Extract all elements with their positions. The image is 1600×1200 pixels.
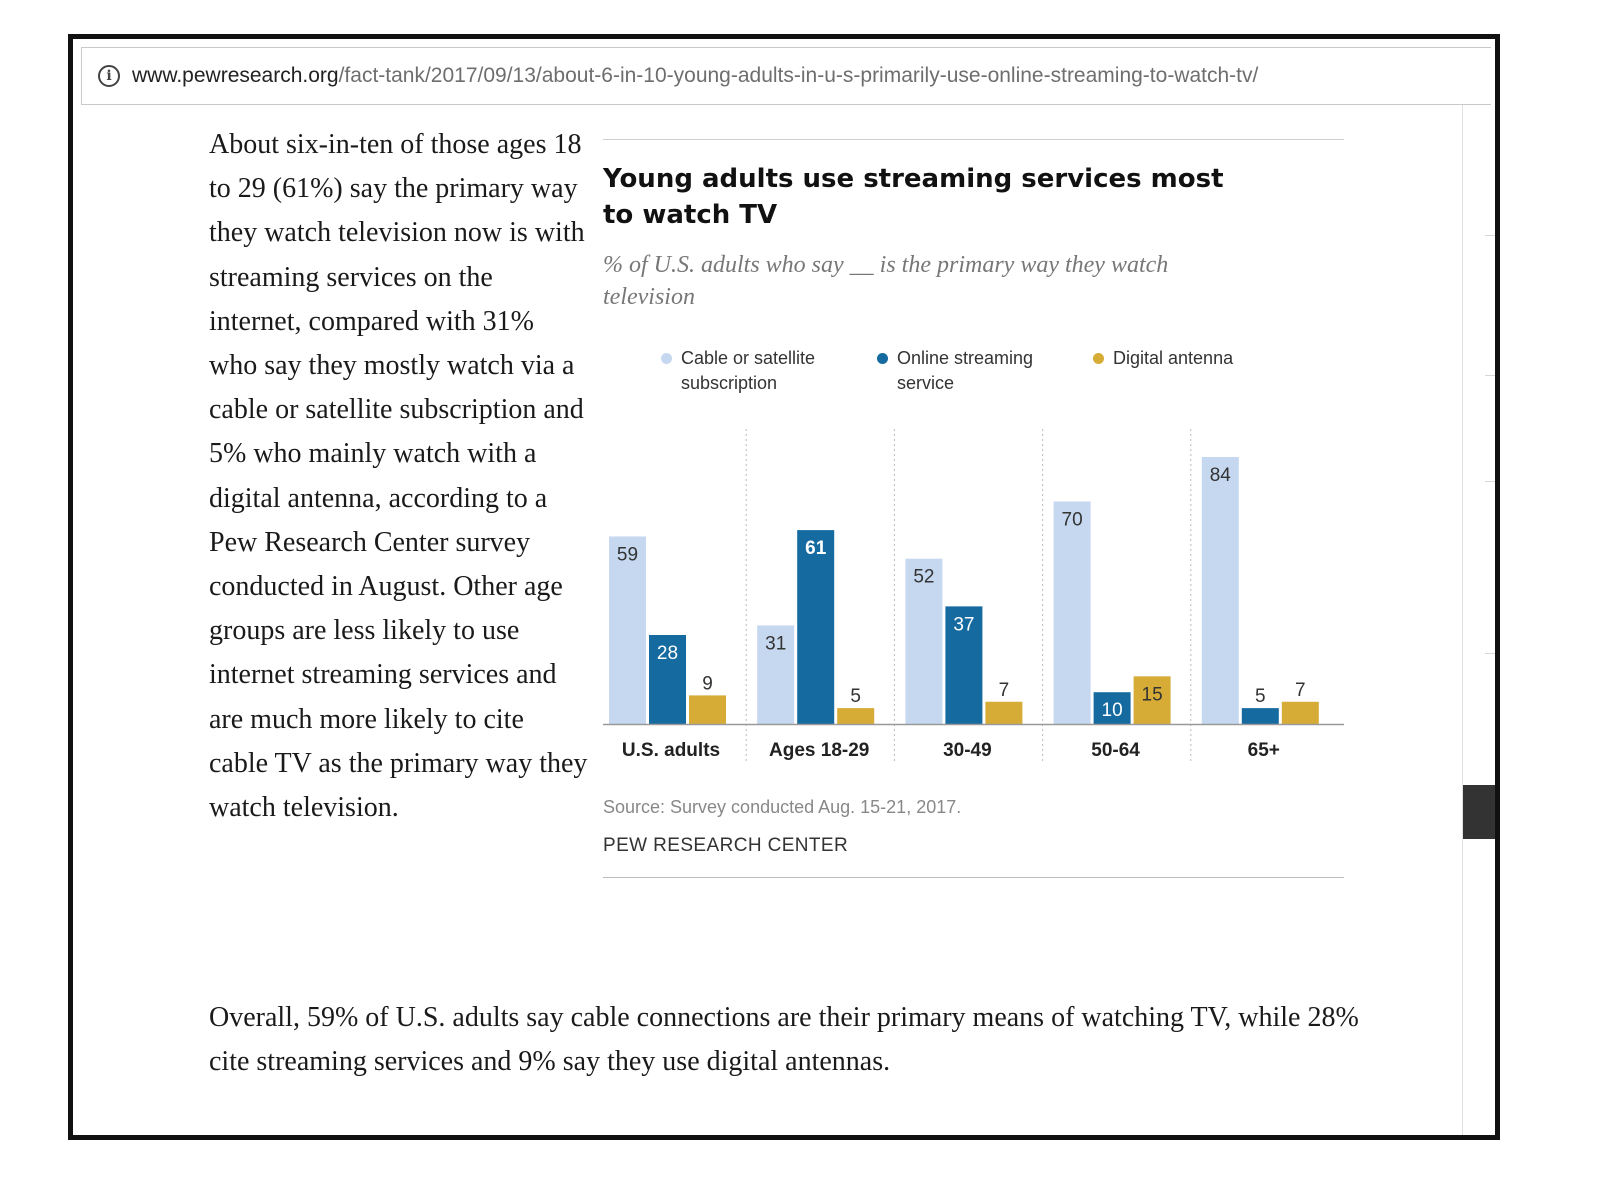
chart-credit: PEW RESEARCH CENTER (603, 835, 849, 856)
bar-value-label: 28 (657, 643, 678, 664)
category-label: 65+ (1248, 740, 1280, 761)
legend-label-cable: Cable or satellite subscription (681, 348, 816, 393)
bar-cable (757, 625, 795, 724)
bar-chart: 59 28 9 U.S. adults 31 61 5 Ages 18-29 52 37 7 30-4… (603, 429, 1344, 764)
bar-streaming (1093, 692, 1131, 724)
bar-streaming (649, 635, 686, 724)
legend-label-antenna: Digital antenna (1113, 348, 1234, 368)
legend-dot-cable (661, 353, 672, 364)
bar-antenna (1133, 676, 1171, 724)
url-domain: www.pewresearch.org (132, 64, 339, 87)
legend-label-streaming: Online streaming service (897, 348, 1034, 393)
bar-streaming (1241, 708, 1279, 724)
legend-item-antenna: Digital antenna (1093, 346, 1293, 371)
article-paragraph-2: Overall, 59% of U.S. adults say cable co… (209, 1002, 1359, 1077)
scrollbar-thumb[interactable] (1463, 785, 1495, 839)
legend-item-streaming: Online streaming service (877, 346, 1057, 396)
bar-value-label: 7 (999, 680, 1010, 701)
article-paragraph-1: About six-in-ten of those ages 18 to 29 … (209, 129, 588, 824)
chart-source: Source: Survey conducted Aug. 15-21, 201… (603, 797, 962, 817)
chart-bottom-rule (603, 877, 1344, 878)
bar-cable (1053, 501, 1091, 724)
bar-value-label: 15 (1142, 684, 1163, 705)
browser-window: i www.pewresearch.org /fact-tank/2017/09… (68, 34, 1500, 1140)
scrollbar[interactable] (1462, 105, 1495, 1135)
bar-antenna (1281, 701, 1319, 724)
bar-value-label: 37 (953, 614, 974, 635)
url-path: /fact-tank/2017/09/13/about-6-in-10-youn… (338, 64, 1259, 87)
chart-top-rule (603, 139, 1344, 140)
bar-cable (1201, 457, 1239, 724)
info-icon[interactable]: i (98, 65, 120, 87)
category-label: 50-64 (1091, 740, 1140, 761)
legend-dot-antenna (1093, 353, 1104, 364)
scroll-tick (1485, 481, 1495, 482)
bar-value-label: 10 (1102, 700, 1123, 721)
bar-cable (905, 558, 943, 724)
bar-value-label: 7 (1295, 680, 1306, 701)
category-label: 30-49 (943, 740, 992, 761)
bar-streaming (797, 530, 835, 724)
scroll-tick (1485, 235, 1495, 236)
bar-cable (609, 536, 646, 724)
bar-value-label: 61 (805, 538, 827, 559)
chart-title: Young adults use streaming services most… (603, 164, 1224, 230)
bar-value-label: 84 (1210, 465, 1232, 486)
bar-streaming (945, 606, 983, 724)
legend-dot-streaming (877, 353, 888, 364)
address-bar[interactable]: i www.pewresearch.org /fact-tank/2017/09… (81, 47, 1491, 105)
bar-value-label: 70 (1062, 510, 1083, 531)
bar-value-label: 5 (850, 686, 861, 707)
scroll-tick (1485, 375, 1495, 376)
bar-antenna (985, 701, 1023, 724)
legend-item-cable: Cable or satellite subscription (661, 346, 861, 396)
bar-value-label: 52 (913, 567, 934, 588)
bar-value-label: 59 (617, 544, 638, 565)
bar-value-label: 31 (765, 633, 786, 654)
chart-subtitle: % of U.S. adults who say __ is the prima… (603, 252, 1169, 310)
bar-antenna (689, 695, 726, 724)
bar-antenna (837, 708, 875, 724)
bar-value-label: 5 (1255, 686, 1266, 707)
bar-value-label: 9 (702, 673, 713, 694)
category-label: Ages 18-29 (769, 740, 869, 761)
category-label: U.S. adults (622, 740, 720, 761)
scroll-tick (1485, 653, 1495, 654)
